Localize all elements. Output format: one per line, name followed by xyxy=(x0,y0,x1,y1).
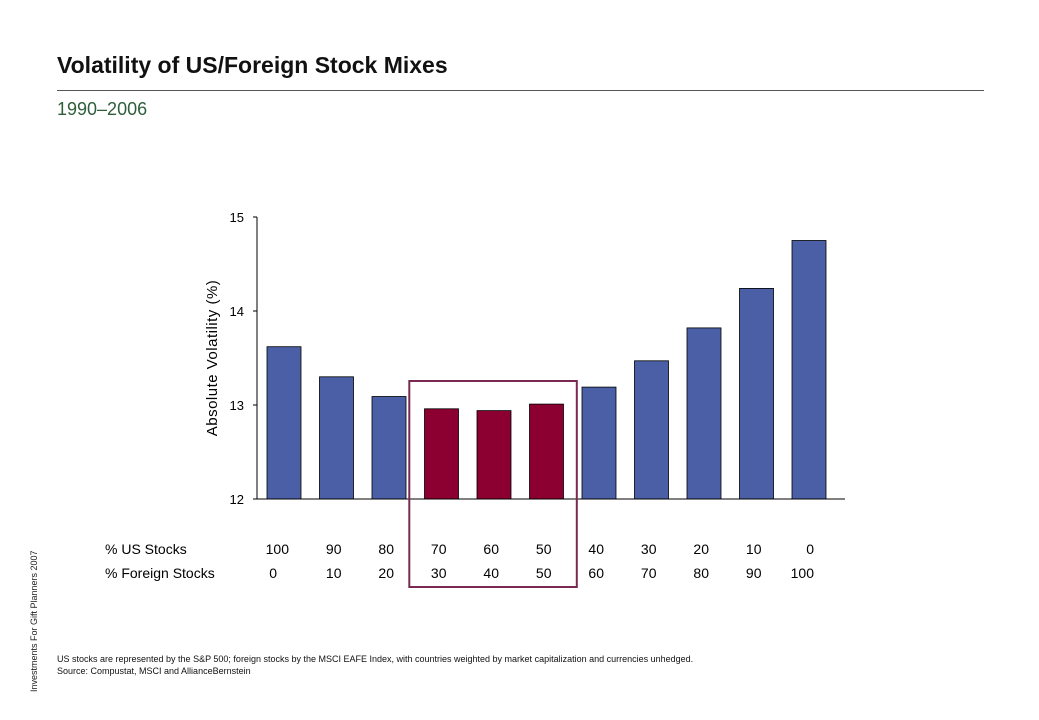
foreign-pct-1: 10 xyxy=(326,565,342,581)
row-label-foreign-stocks: % Foreign Stocks xyxy=(105,565,215,581)
bar-100/0 xyxy=(266,346,302,500)
footnote-source: Source: Compustat, MSCI and AllianceBern… xyxy=(57,666,251,676)
y-axis-label: Absolute Volatility (%) xyxy=(204,280,221,437)
foreign-pct-2: 20 xyxy=(378,565,394,581)
y-tick-label-12: 12 xyxy=(230,492,244,507)
labels-group: 12 13 14 15 Absolute Volatility (%) % US Stoc… xyxy=(105,210,814,581)
us-pct-8: 20 xyxy=(693,541,709,557)
row-label-us-stocks: % US Stocks xyxy=(105,541,187,557)
us-pct-5: 50 xyxy=(536,541,552,557)
axes-group xyxy=(253,216,845,588)
us-pct-9: 10 xyxy=(746,541,762,557)
foreign-pct-8: 80 xyxy=(693,565,709,581)
highlight-box xyxy=(408,380,578,588)
bar-20/80 xyxy=(686,327,722,500)
us-pct-0: 100 xyxy=(266,541,290,557)
us-pct-10: 0 xyxy=(806,541,814,557)
y-tick-label-15: 15 xyxy=(230,210,244,225)
bar-80/20 xyxy=(371,396,407,500)
bar-50/50 xyxy=(529,403,564,500)
us-pct-2: 80 xyxy=(378,541,394,557)
us-pct-7: 30 xyxy=(641,541,657,557)
bar-60/40 xyxy=(476,410,512,500)
foreign-pct-3: 30 xyxy=(431,565,447,581)
us-pct-6: 40 xyxy=(588,541,604,557)
foreign-pct-4: 40 xyxy=(483,565,499,581)
foreign-pct-6: 60 xyxy=(588,565,604,581)
bar-30/70 xyxy=(634,360,669,500)
chart-subtitle: 1990–2006 xyxy=(57,99,148,119)
foreign-pct-5: 50 xyxy=(536,565,552,581)
bar-40/60 xyxy=(581,386,617,500)
foreign-pct-10: 100 xyxy=(791,565,815,581)
foreign-pct-0: 0 xyxy=(269,565,277,581)
us-pct-1: 90 xyxy=(326,541,342,557)
us-pct-4: 60 xyxy=(483,541,499,557)
footnote-indices: US stocks are represented by the S&P 500… xyxy=(57,654,694,664)
y-tick-label-13: 13 xyxy=(230,398,244,413)
bar-70/30 xyxy=(424,408,459,500)
us-pct-3: 70 xyxy=(431,541,447,557)
bars-group xyxy=(266,240,827,500)
bar-0/100 xyxy=(791,240,827,500)
foreign-pct-9: 90 xyxy=(746,565,762,581)
foreign-pct-7: 70 xyxy=(641,565,657,581)
bar-10/90 xyxy=(739,287,774,500)
title-divider xyxy=(57,90,984,91)
chart-title: Volatility of US/Foreign Stock Mixes xyxy=(57,52,448,78)
y-tick-label-14: 14 xyxy=(230,304,244,319)
bar-90/10 xyxy=(319,376,354,500)
